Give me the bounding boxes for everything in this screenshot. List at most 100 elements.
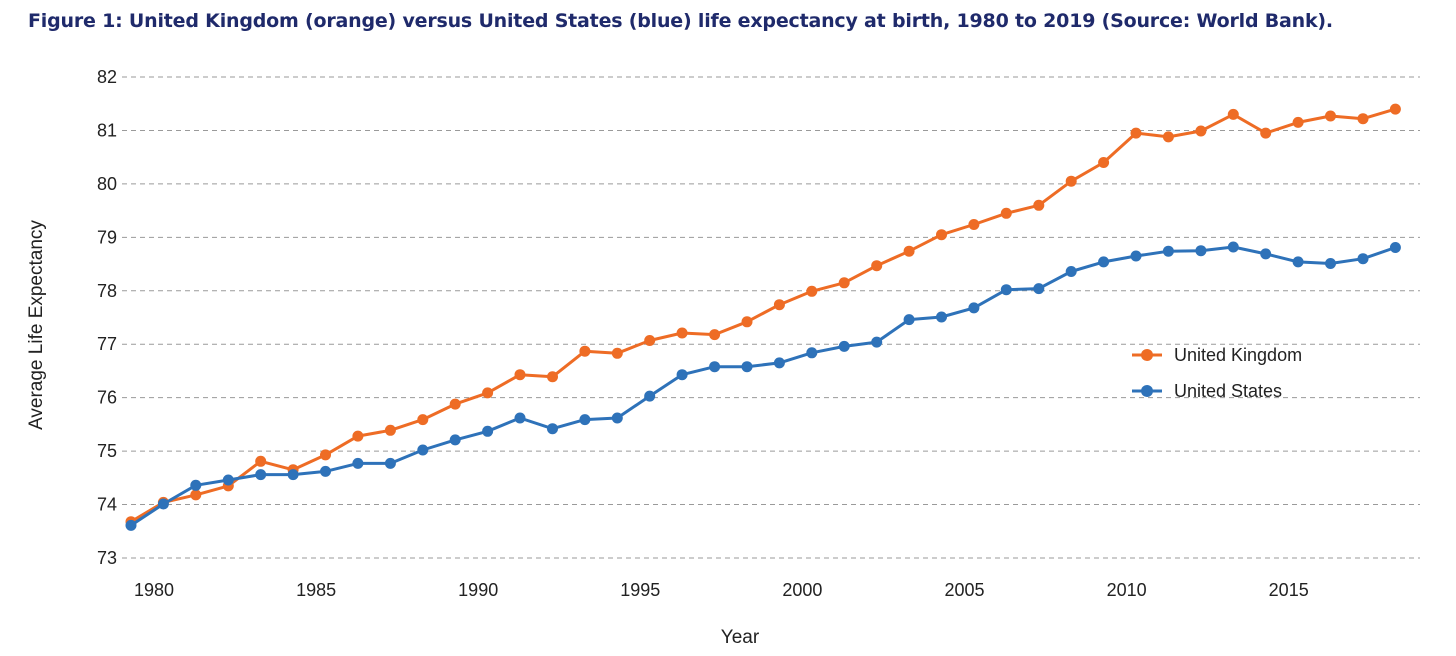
data-point-uk bbox=[449, 398, 461, 410]
data-point-uk bbox=[838, 277, 850, 289]
data-point-us bbox=[1130, 250, 1142, 262]
x-tick-label: 1990 bbox=[458, 580, 498, 600]
y-tick-label: 77 bbox=[97, 334, 117, 354]
series-line-us bbox=[130, 245, 1396, 527]
x-tick-label: 1985 bbox=[296, 580, 336, 600]
data-point-uk bbox=[384, 424, 396, 436]
legend-label-uk: United Kingdom bbox=[1174, 345, 1302, 365]
data-point-uk bbox=[579, 345, 591, 357]
data-point-uk bbox=[968, 219, 980, 230]
x-tick-label: 2000 bbox=[782, 580, 822, 600]
data-point-us bbox=[773, 357, 785, 369]
data-point-us bbox=[611, 412, 623, 424]
y-tick-label: 74 bbox=[97, 495, 117, 515]
data-point-us bbox=[1357, 253, 1369, 265]
data-point-uk bbox=[773, 299, 785, 311]
data-point-uk bbox=[1227, 108, 1239, 120]
data-point-uk bbox=[871, 260, 883, 272]
data-point-us bbox=[709, 361, 721, 373]
data-point-uk bbox=[709, 329, 721, 341]
data-point-uk bbox=[806, 285, 818, 297]
data-point-uk bbox=[547, 371, 558, 383]
data-point-uk bbox=[1195, 125, 1207, 137]
y-tick-label: 76 bbox=[97, 388, 117, 408]
data-point-uk bbox=[352, 430, 364, 442]
y-tick-label: 80 bbox=[97, 174, 117, 194]
data-point-us bbox=[320, 465, 331, 477]
data-point-uk bbox=[320, 449, 331, 461]
data-point-us bbox=[190, 479, 202, 491]
data-point-us bbox=[903, 314, 915, 326]
data-point-us bbox=[741, 361, 753, 373]
data-point-uk bbox=[1033, 199, 1045, 211]
data-point-us bbox=[1098, 256, 1110, 268]
y-tick-label: 73 bbox=[97, 548, 117, 568]
data-point-uk bbox=[611, 347, 623, 359]
data-point-uk bbox=[514, 369, 526, 381]
series-us bbox=[125, 241, 1401, 531]
data-point-uk bbox=[676, 327, 688, 339]
data-point-us bbox=[1033, 283, 1045, 295]
series-uk bbox=[125, 103, 1401, 528]
data-point-us bbox=[644, 390, 656, 402]
y-axis-label: Average Life Expectancy bbox=[26, 220, 47, 430]
x-tick-label: 2015 bbox=[1269, 580, 1309, 600]
data-point-us bbox=[1065, 266, 1077, 277]
data-point-uk bbox=[1325, 110, 1336, 122]
y-tick-label: 78 bbox=[97, 281, 117, 301]
y-tick-label: 79 bbox=[97, 227, 117, 247]
data-point-us bbox=[1292, 256, 1304, 268]
data-point-uk bbox=[1000, 207, 1012, 219]
data-point-uk bbox=[741, 316, 753, 328]
data-point-us bbox=[1325, 258, 1336, 269]
x-tick-label: 2005 bbox=[944, 580, 984, 600]
data-point-uk bbox=[190, 489, 202, 501]
legend-label-us: United States bbox=[1174, 381, 1282, 401]
data-point-us bbox=[157, 498, 169, 510]
y-tick-label: 75 bbox=[97, 441, 117, 461]
data-point-us bbox=[936, 311, 947, 323]
data-point-uk bbox=[1065, 175, 1077, 187]
data-point-us bbox=[417, 444, 429, 456]
data-point-uk bbox=[644, 335, 656, 346]
data-point-uk bbox=[1162, 131, 1174, 143]
x-axis-label: Year bbox=[721, 627, 760, 648]
x-tick-label: 1995 bbox=[620, 580, 660, 600]
legend-uk-swatch-marker bbox=[1141, 349, 1153, 361]
legend: United Kingdom United States bbox=[1132, 345, 1302, 401]
y-tick-label: 81 bbox=[97, 120, 117, 140]
data-point-us bbox=[1000, 284, 1012, 296]
data-point-uk bbox=[1130, 127, 1142, 139]
series-layer bbox=[125, 103, 1401, 531]
data-point-us bbox=[579, 414, 591, 426]
gridlines bbox=[122, 76, 1420, 559]
legend-item-us: United States bbox=[1132, 381, 1282, 401]
series-line-uk bbox=[130, 107, 1396, 523]
y-axis-ticks: 73 74 75 76 77 78 79 80 81 82 bbox=[97, 67, 117, 568]
data-point-us bbox=[384, 457, 396, 469]
data-point-us bbox=[222, 474, 234, 486]
data-point-uk bbox=[255, 455, 267, 467]
y-tick-label: 82 bbox=[97, 67, 117, 87]
x-axis-ticks: 1980 1985 1990 1995 2000 2005 2010 2015 bbox=[134, 580, 1309, 600]
data-point-us bbox=[352, 457, 364, 469]
data-point-us bbox=[255, 469, 267, 481]
data-point-us bbox=[547, 423, 558, 435]
data-point-uk bbox=[482, 387, 494, 399]
data-point-us bbox=[482, 425, 494, 437]
data-point-us bbox=[1260, 248, 1272, 260]
figure-title: Figure 1: United Kingdom (orange) versus… bbox=[28, 10, 1333, 32]
data-point-us bbox=[806, 347, 818, 359]
data-point-uk bbox=[936, 229, 947, 241]
data-point-us bbox=[125, 519, 137, 531]
data-point-uk bbox=[903, 245, 915, 257]
data-point-us bbox=[514, 412, 526, 424]
data-point-uk bbox=[1098, 157, 1110, 168]
data-point-us bbox=[871, 336, 883, 348]
x-tick-label: 2010 bbox=[1107, 580, 1147, 600]
data-point-us bbox=[1195, 245, 1207, 257]
legend-item-uk: United Kingdom bbox=[1132, 345, 1302, 365]
data-point-uk bbox=[1292, 116, 1304, 128]
data-point-us bbox=[449, 434, 461, 446]
